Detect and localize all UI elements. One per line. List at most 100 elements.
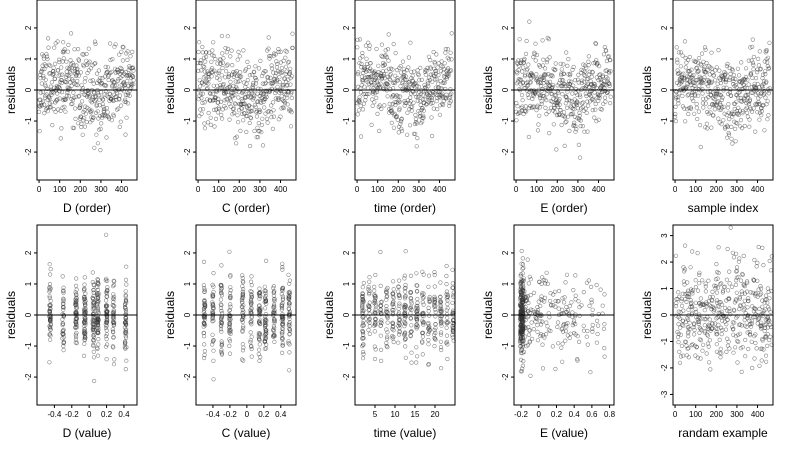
data-point [717,300,722,305]
data-point [371,91,376,96]
data-point [258,294,263,299]
data-point [676,98,681,103]
data-point [92,145,97,150]
data-point [408,40,413,45]
data-point [730,68,735,73]
data-point [729,136,734,141]
data-point [219,324,224,329]
data-point [123,297,129,302]
data-point [450,267,455,272]
data-point [82,321,87,326]
data-point [116,106,121,111]
data-point [90,270,95,275]
data-point [105,110,110,115]
data-point [557,111,562,116]
data-point [201,55,207,60]
data-point [275,77,280,82]
data-point [84,94,90,99]
data-point [515,104,520,109]
data-point [287,368,292,373]
data-point [733,334,739,339]
data-point [265,120,270,125]
x-tick-label: 0.6 [586,410,598,419]
data-point [130,49,135,55]
data-point [103,334,109,339]
y-tick-label: -2 [24,148,33,156]
data-point [580,124,586,129]
data-point [715,269,720,275]
data-point [719,122,724,127]
data-point [125,57,130,63]
data-point [754,346,759,351]
data-point [682,39,688,44]
data-point [444,289,450,294]
data-point [84,119,89,125]
data-point [676,101,681,106]
data-point [707,80,712,85]
data-point [263,288,268,294]
data-point [373,316,378,321]
data-point [601,88,606,93]
data-point [540,93,545,99]
data-point [219,33,224,39]
data-point [757,306,762,312]
data-point [219,293,224,298]
data-point [524,295,529,300]
data-point [527,339,532,344]
y-tick-label: 3 [660,233,669,238]
data-point [593,41,599,47]
data-point [575,106,580,111]
x-tick-label: 100 [212,185,226,194]
data-point [280,286,285,291]
data-point [520,322,525,327]
data-point [576,72,581,77]
data-point [414,360,419,365]
data-point [409,299,414,304]
data-point [373,294,378,299]
data-point [91,329,96,335]
data-point [235,113,240,118]
data-point [258,308,263,313]
data-point [273,52,278,57]
data-point [682,269,687,274]
data-point [575,77,581,82]
data-point [602,346,607,351]
data-point [276,46,281,52]
x-tick-label: 0.2 [101,410,113,419]
data-point [683,319,688,325]
data-point [83,316,88,321]
data-point [563,94,569,99]
data-point [203,59,208,64]
data-point [390,294,396,299]
data-point [704,302,709,307]
data-point [106,73,112,78]
data-point [409,323,414,328]
data-point [249,320,254,325]
data-point [737,256,742,261]
data-point [765,55,771,60]
data-point [391,339,396,345]
data-point [534,72,539,77]
data-point [608,69,613,74]
data-point [367,292,372,297]
x-tick-label: 0 [537,410,542,419]
data-point [530,74,536,79]
data-point [228,313,233,318]
data-point [524,109,529,114]
data-point [96,327,101,333]
data-point [104,337,109,342]
data-point [407,123,413,128]
data-point [202,64,207,70]
data-point [114,90,119,95]
data-point [287,320,292,325]
data-point [91,290,96,295]
data-point [693,285,699,290]
data-point [602,292,607,297]
data-point [426,81,431,86]
data-point [43,77,48,82]
data-point [414,309,419,314]
data-point [727,269,732,274]
data-point [445,298,450,303]
data-point [111,299,116,305]
